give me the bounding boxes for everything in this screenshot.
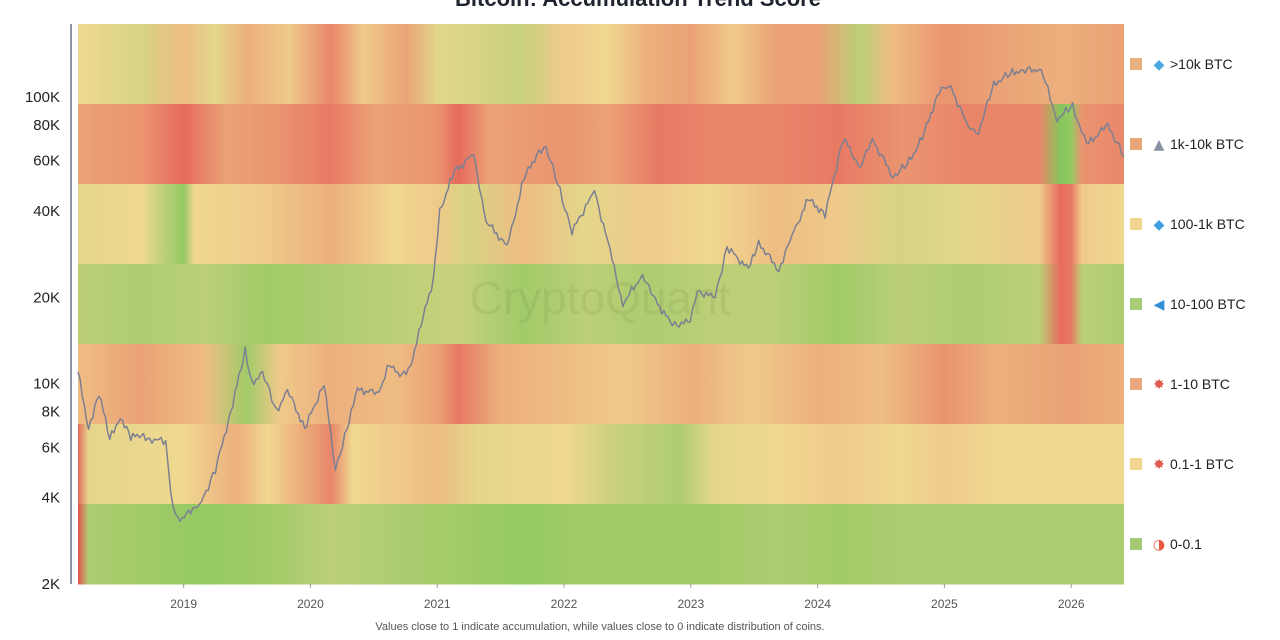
y-tick-label: 10K <box>33 376 60 393</box>
x-tick-label: 2020 <box>297 597 324 611</box>
crab-icon: ✸ <box>1153 457 1165 473</box>
y-tick-label: 80K <box>33 117 60 134</box>
heatmap-row <box>78 184 1124 265</box>
y-tick-label: 60K <box>33 153 60 170</box>
x-tick-label: 2025 <box>931 597 958 611</box>
y-tick-label: 2K <box>42 576 60 593</box>
y-tick-label: 8K <box>42 403 60 420</box>
x-tick-label: 2026 <box>1058 597 1085 611</box>
x-tick-label: 2024 <box>804 597 831 611</box>
dolphin-icon: ◆ <box>1154 217 1165 233</box>
fish-icon: ◀ <box>1154 297 1165 313</box>
heatmap-row <box>78 24 1124 105</box>
heatmap-row <box>78 104 1124 185</box>
price-line-layer <box>77 66 1125 523</box>
y-tick-label: 40K <box>33 203 60 220</box>
legend-label: 10-100 BTC <box>1170 296 1245 312</box>
legend: ◆ >10k BTC ▲ 1k-10k BTC ◆ 100-1k BTC ◀ 10-100 B… <box>1130 56 1245 553</box>
y-tick-label: 6K <box>42 439 60 456</box>
heatmap-row <box>78 344 1124 425</box>
y-axis-ticks: 2K 4K 6K 8K 10K 20K 40K 60K 80K 100K <box>25 89 60 593</box>
legend-swatch <box>1130 458 1142 470</box>
legend-swatch <box>1130 218 1142 230</box>
legend-swatch <box>1130 58 1142 70</box>
heatmap-bands <box>78 24 1124 585</box>
whale-icon: ◆ <box>1154 57 1165 73</box>
x-tick-label: 2023 <box>677 597 704 611</box>
shark-icon: ▲ <box>1154 137 1165 153</box>
y-tick-label: 4K <box>42 490 60 507</box>
price-line <box>77 66 1125 523</box>
chart-title: Bitcoin: Accumulation Trend Score <box>455 0 821 11</box>
heatmap-row <box>78 504 1124 585</box>
legend-swatch <box>1130 138 1142 150</box>
legend-swatch <box>1130 378 1142 390</box>
legend-label: 0-0.1 <box>1170 536 1202 552</box>
crab-icon: ✸ <box>1153 377 1165 393</box>
y-tick-label: 20K <box>33 289 60 306</box>
heatmap-row <box>78 424 1124 505</box>
footnote-text: Values close to 1 indicate accumulation,… <box>375 621 824 633</box>
legend-label: 0.1-1 BTC <box>1170 456 1234 472</box>
legend-label: 1-10 BTC <box>1170 376 1230 392</box>
x-tick-label: 2021 <box>424 597 451 611</box>
y-tick-label: 100K <box>25 89 60 106</box>
legend-label: 100-1k BTC <box>1170 216 1245 232</box>
legend-swatch <box>1130 538 1142 550</box>
x-axis-ticks: 2019 2020 2021 2022 2023 2024 2025 2026 <box>170 584 1085 611</box>
heatmap-row <box>78 264 1124 345</box>
shrimp-icon: ◑ <box>1153 537 1165 553</box>
legend-label: 1k-10k BTC <box>1170 136 1244 152</box>
watermark-text: CryptoQuant <box>470 272 731 324</box>
x-tick-label: 2019 <box>170 597 197 611</box>
x-tick-label: 2022 <box>551 597 578 611</box>
legend-label: >10k BTC <box>1170 56 1233 72</box>
legend-swatch <box>1130 298 1142 310</box>
